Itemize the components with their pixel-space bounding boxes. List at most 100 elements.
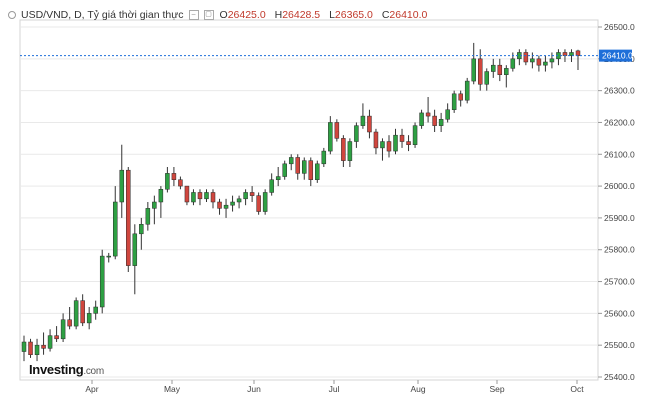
candle-body <box>41 344 46 349</box>
candle-body <box>360 115 366 126</box>
candle-body <box>249 192 255 196</box>
ohlc-readout: O26425.0 H26428.5 L26365.0 C26410.0 <box>220 9 434 21</box>
candle-body <box>471 58 476 82</box>
status-dot-icon <box>8 11 16 19</box>
candle-body <box>178 179 183 187</box>
candle-body <box>99 255 105 308</box>
candle-body <box>86 313 92 324</box>
candle-body <box>341 138 346 161</box>
candle-body <box>302 160 307 174</box>
candle-body <box>47 335 53 349</box>
y-tick-label: 25400.0 <box>604 372 635 382</box>
brand-name: Investing <box>29 362 84 377</box>
candle-body <box>28 341 33 355</box>
candle-body <box>334 122 340 139</box>
candle-body <box>523 52 529 63</box>
x-tick-label: Jun <box>247 384 261 394</box>
candle-body <box>126 169 131 266</box>
candle-body <box>119 169 125 203</box>
candle-body <box>549 58 555 63</box>
candle-body <box>295 157 300 174</box>
chart-header: USD/VND, D, Tỷ giá thời gian thực – ▢ O2… <box>8 6 433 24</box>
candle-body <box>171 173 177 180</box>
candle-body <box>367 115 372 133</box>
candle-body <box>347 141 353 161</box>
candle-body <box>210 192 216 203</box>
candle-body <box>282 163 287 177</box>
candle-body <box>406 141 411 145</box>
symbol-title: USD/VND, D, Tỷ giá thời gian thực <box>21 9 184 21</box>
candle-body <box>412 125 418 145</box>
candle-body <box>575 50 581 56</box>
candle-body <box>145 208 151 225</box>
last-price-tag <box>599 49 632 62</box>
candle-body <box>132 233 138 266</box>
candle-body <box>386 141 392 152</box>
candle-body <box>269 179 274 193</box>
candle-body <box>432 115 437 126</box>
candle-body <box>569 52 574 56</box>
grid <box>19 19 599 381</box>
candle-body <box>139 224 144 235</box>
candle-body <box>399 134 405 142</box>
candle-body <box>484 71 490 85</box>
candles <box>21 42 581 362</box>
candle-body <box>497 64 503 75</box>
candle-body <box>308 160 314 180</box>
x-tick-label: Aug <box>410 384 425 394</box>
candle-body <box>67 319 72 327</box>
candle-body <box>73 300 79 327</box>
candle-body <box>504 68 509 75</box>
y-tick-label: 25700.0 <box>604 277 635 287</box>
x-tick-label: Jul <box>329 384 340 394</box>
candle-body <box>373 131 379 149</box>
y-tick-label: 26300.0 <box>604 86 635 96</box>
candle-body <box>158 189 164 203</box>
candle-body <box>112 201 118 257</box>
plot-area <box>19 19 599 381</box>
brand-suffix: .com <box>83 366 104 377</box>
high-value: 26428.5 <box>282 9 321 21</box>
candle-body <box>419 112 424 126</box>
y-tick-label: 26500.0 <box>604 22 635 32</box>
candle-body <box>491 64 496 72</box>
candle-body <box>93 306 98 314</box>
low-value: 26365.0 <box>334 9 373 21</box>
x-axis: Apr May Jun Jul Aug Sep Oct <box>85 380 584 394</box>
last-price-label: 26410.0 <box>602 51 633 61</box>
x-tick-label: May <box>164 384 181 394</box>
candle-body <box>60 319 66 340</box>
candle-body <box>477 58 483 85</box>
y-tick-label: 26200.0 <box>604 117 635 127</box>
candle-body <box>21 341 27 352</box>
hide-icon[interactable]: – <box>188 10 199 20</box>
candle-body <box>315 163 320 180</box>
investing-logo[interactable]: Investing.com <box>29 362 104 377</box>
candle-body <box>204 192 209 200</box>
candle-body <box>464 80 470 101</box>
y-tick-label: 25800.0 <box>604 245 635 255</box>
candle-body <box>223 204 229 209</box>
candle-body <box>510 58 516 69</box>
candle-body <box>458 93 463 101</box>
candle-body <box>256 195 261 212</box>
candle-body <box>184 185 190 203</box>
candle-body <box>197 192 203 200</box>
candle-body <box>425 112 431 117</box>
candle-body <box>80 300 85 324</box>
candle-body <box>445 109 450 120</box>
open-value: 26425.0 <box>227 9 266 21</box>
settings-icon[interactable]: ▢ <box>203 10 214 20</box>
candle-body <box>275 176 281 180</box>
high-label: H <box>274 9 283 21</box>
candle-body <box>321 150 327 165</box>
candle-body <box>230 201 235 206</box>
candle-body <box>288 157 294 165</box>
candle-body <box>191 192 196 203</box>
x-tick-label: Sep <box>489 384 504 394</box>
candle-body <box>54 335 59 340</box>
low-label: L <box>329 9 335 21</box>
candle-body <box>34 344 40 355</box>
candle-body <box>393 134 398 152</box>
